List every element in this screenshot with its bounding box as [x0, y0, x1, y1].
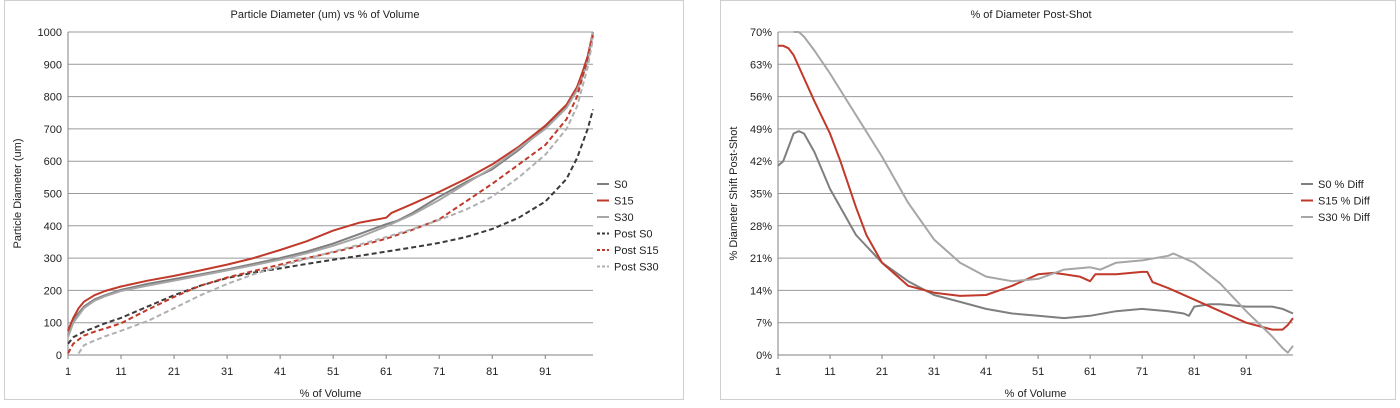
legend-label: S30 — [614, 212, 634, 224]
series-line-post-s15 — [67, 34, 594, 354]
legend-label: S0 % Diff — [1318, 179, 1365, 191]
chart-title: Particle Diameter (um) vs % of Volume — [231, 9, 420, 21]
y-tick-label: 600 — [44, 156, 62, 168]
legend-label: Post S0 — [614, 229, 653, 241]
x-tick-label: 21 — [876, 366, 888, 378]
x-tick-label: 91 — [1240, 366, 1252, 378]
x-axis-label: % of Volume — [1005, 388, 1067, 400]
chart-title: % of Diameter Post-Shot — [970, 9, 1091, 21]
y-tick-label: 900 — [44, 59, 62, 71]
legend-label: Post S30 — [614, 262, 659, 274]
x-axis-label: % of Volume — [300, 388, 362, 400]
y-tick-label: 500 — [44, 189, 62, 201]
x-tick-label: 1 — [775, 366, 781, 378]
x-tick-label: 1 — [65, 366, 71, 378]
series-line-s0-diff — [777, 130, 1294, 320]
x-tick-label: 61 — [380, 366, 392, 378]
x-tick-label: 31 — [221, 366, 233, 378]
y-tick-label: 0% — [756, 350, 772, 362]
y-tick-label: 700 — [44, 124, 62, 136]
legend-label: S30 % Diff — [1318, 212, 1371, 224]
x-tick-label: 11 — [115, 366, 126, 378]
y-tick-label: 7% — [756, 318, 772, 330]
series-line-s30 — [67, 31, 594, 338]
series-line-post-s0 — [67, 109, 594, 345]
x-tick-label: 91 — [539, 366, 551, 378]
x-tick-label: 71 — [1136, 366, 1148, 378]
legend-label: S15 — [614, 196, 634, 208]
y-tick-label: 49% — [750, 124, 772, 136]
x-tick-label: 81 — [486, 366, 498, 378]
y-tick-label: 28% — [750, 221, 772, 233]
y-tick-label: 35% — [750, 189, 772, 201]
y-tick-label: 200 — [44, 285, 62, 297]
y-tick-label: 63% — [750, 59, 772, 71]
x-tick-label: 51 — [1032, 366, 1044, 378]
y-tick-label: 400 — [44, 221, 62, 233]
x-tick-label: 21 — [168, 366, 180, 378]
legend-label: S15 % Diff — [1318, 196, 1371, 208]
y-tick-label: 100 — [44, 318, 62, 330]
left-chart: Particle Diameter (um) vs % of Volume 0 10… — [12, 9, 659, 400]
series-line-s0 — [67, 31, 594, 336]
x-tick-label: 11 — [824, 366, 835, 378]
right-chart: % of Diameter Post-Shot 0% 7% 14% 21% 28% 35% 4… — [728, 9, 1371, 400]
x-tick-label: 81 — [1188, 366, 1200, 378]
x-tick-label: 51 — [327, 366, 339, 378]
y-tick-label: 1000 — [38, 27, 62, 39]
y-axis-label: Particle Diameter (um) — [12, 138, 24, 248]
series-line-post-s30 — [77, 38, 594, 354]
y-tick-label: 21% — [750, 253, 772, 265]
x-tick-label: 41 — [980, 366, 992, 378]
left-chart-frame: Particle Diameter (um) vs % of Volume 0 10… — [4, 0, 684, 400]
x-tick-label: 61 — [1084, 366, 1096, 378]
series-line-s15-diff — [778, 44, 1294, 331]
x-tick-label: 41 — [274, 366, 286, 378]
series-line-s15 — [67, 31, 594, 332]
x-tick-label: 31 — [928, 366, 940, 378]
legend-label: Post S15 — [614, 245, 659, 257]
right-chart-frame: % of Diameter Post-Shot 0% 7% 14% 21% 28% 35% 4… — [720, 0, 1396, 400]
legend-label: S0 — [614, 179, 627, 191]
x-tick-label: 71 — [433, 366, 445, 378]
y-tick-label: 56% — [750, 92, 772, 104]
y-tick-label: 0 — [56, 350, 62, 362]
y-tick-label: 800 — [44, 92, 62, 104]
y-axis-label: % Diameter Shift Post-Shot — [728, 127, 740, 261]
y-tick-label: 300 — [44, 253, 62, 265]
y-tick-label: 42% — [750, 156, 772, 168]
series-line-s30-diff — [793, 31, 1294, 354]
y-tick-label: 14% — [750, 285, 772, 297]
y-tick-label: 70% — [750, 27, 772, 39]
